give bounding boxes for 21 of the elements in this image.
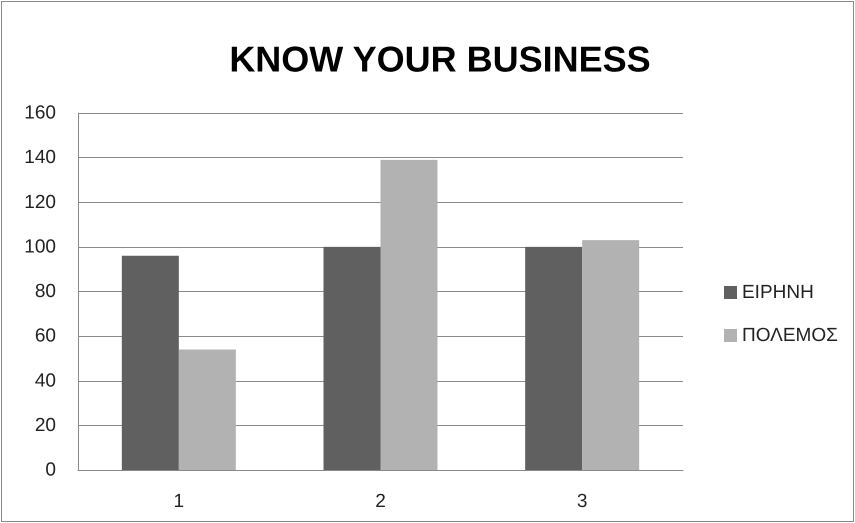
- bar: [582, 240, 640, 470]
- x-tick-label: 3: [576, 491, 588, 512]
- chart-title: KNOW YOUR BUSINESS: [229, 38, 651, 80]
- bar: [525, 246, 582, 470]
- bar: [122, 256, 179, 470]
- x-tick-label: 2: [375, 491, 386, 512]
- bar: [324, 246, 380, 470]
- legend-label: ΠΟΛΕΜΟΣ: [742, 325, 838, 346]
- bar: [178, 350, 236, 470]
- y-tick-label: 120: [24, 192, 56, 213]
- y-tick-label: 20: [34, 414, 56, 436]
- legend-label: ΕΙΡΗΝΗ: [742, 282, 814, 303]
- x-tick-label: 1: [174, 491, 184, 512]
- y-tick-label: 0: [45, 460, 56, 480]
- y-tick-label: 40: [34, 370, 56, 392]
- bar: [380, 160, 438, 470]
- y-tick-label: 140: [24, 147, 56, 168]
- y-tick-label: 60: [34, 326, 56, 347]
- y-tick-label: 80: [34, 281, 56, 302]
- y-tick-label: 160: [24, 102, 56, 124]
- y-tick-label: 100: [24, 236, 56, 258]
